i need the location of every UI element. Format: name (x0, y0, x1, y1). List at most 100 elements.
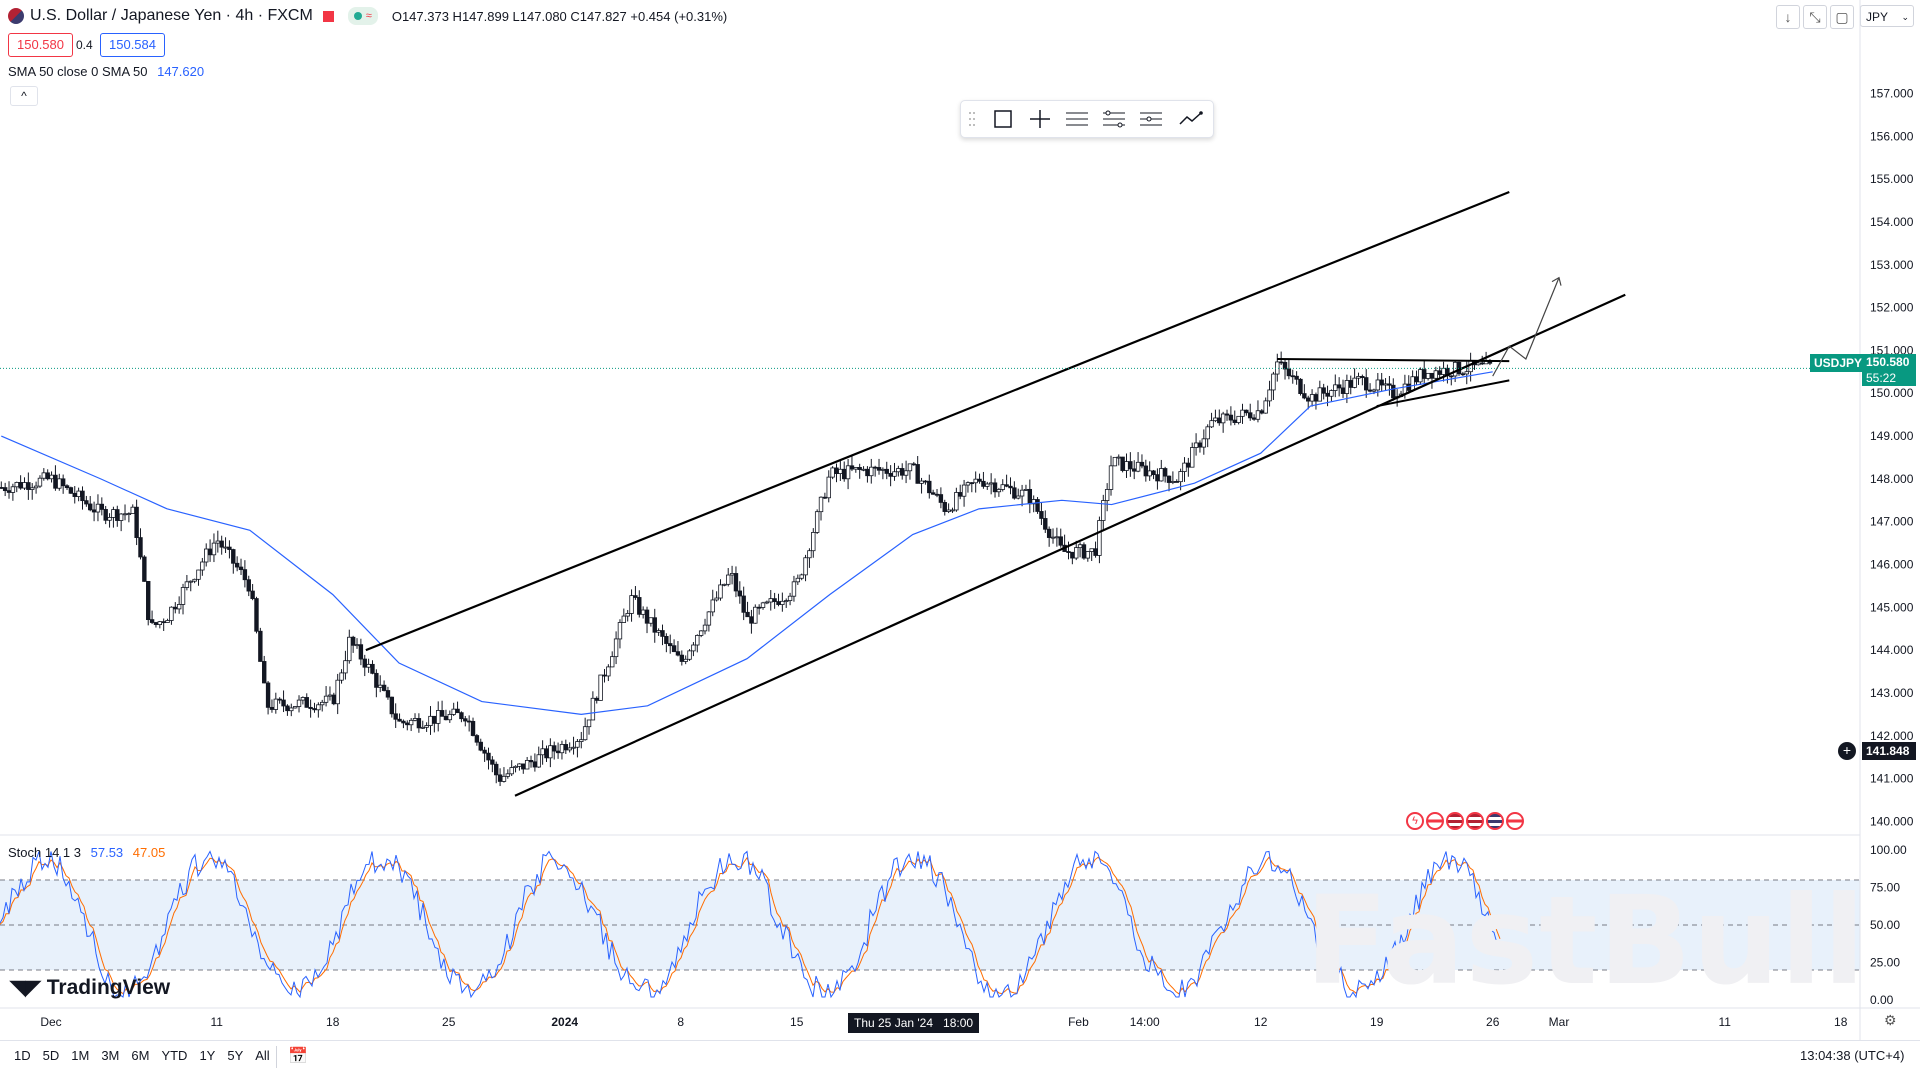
collapse-legend-button[interactable]: ^ (10, 86, 38, 106)
candle-up (1209, 420, 1214, 428)
alert-flag-icon[interactable] (322, 10, 334, 22)
candle-up (1452, 361, 1458, 377)
sma-legend[interactable]: SMA 50 close 0 SMA 50 147.620 (8, 64, 204, 79)
candle-down (1004, 484, 1009, 487)
candle-up (726, 574, 731, 585)
candle-up (814, 511, 820, 533)
candle-down (927, 480, 932, 494)
candle-down (911, 463, 917, 466)
candle-up (950, 509, 955, 512)
price-tick-label: 151.000 (1870, 343, 1914, 357)
date-range-calendar-icon[interactable]: 📅 (288, 1048, 308, 1065)
candle-up (1236, 415, 1241, 423)
candle-up (412, 718, 418, 721)
candle-down (1406, 383, 1411, 391)
currency-value: JPY (1866, 10, 1889, 24)
candle-up (451, 708, 456, 715)
candle-down (227, 546, 232, 550)
candle-down (1251, 417, 1257, 420)
candle-up (880, 468, 886, 471)
snapshot-icon[interactable]: ▢ (1830, 5, 1854, 29)
candle-up (760, 602, 766, 608)
japan-event-icon[interactable] (1426, 812, 1444, 830)
price-chart[interactable]: 140.000 141.000 142.000 143.000 144.000 145.0… (0, 0, 1920, 1040)
range-5y[interactable]: 5Y (227, 1048, 244, 1063)
buy-price-box[interactable]: 150.584 (100, 33, 165, 57)
candle-down (308, 706, 313, 709)
download-icon[interactable]: ↓ (1776, 5, 1800, 29)
candle-up (702, 624, 708, 632)
us-event-icon[interactable] (1446, 812, 1464, 830)
range-1y[interactable]: 1Y (199, 1048, 216, 1063)
candle-down (1035, 499, 1040, 512)
crosshair-tool-icon[interactable] (1028, 109, 1052, 129)
us-event-icon[interactable] (1486, 812, 1504, 830)
candle-up (818, 496, 824, 513)
us-event-icon[interactable] (1466, 812, 1484, 830)
add-alert-plus-icon[interactable]: + (1838, 742, 1856, 760)
candle-up (165, 620, 170, 623)
economic-events[interactable]: ϟ (1406, 812, 1524, 830)
candle-down (459, 712, 464, 720)
japan-event-icon[interactable] (1506, 812, 1524, 830)
candle-up (176, 604, 182, 610)
candle-up (428, 715, 433, 726)
candle-up (780, 600, 785, 605)
candle-up (838, 468, 843, 474)
range-6m[interactable]: 6M (131, 1048, 150, 1063)
range-all[interactable]: All (255, 1048, 270, 1063)
currency-select[interactable]: JPY ⌄ (1860, 5, 1914, 27)
candle-up (1356, 376, 1361, 379)
candle-up (339, 672, 344, 681)
candle-up (695, 635, 700, 646)
candle-down (80, 490, 85, 502)
candle-down (876, 467, 882, 471)
candle-down (1027, 488, 1033, 505)
fib-levels-icon[interactable] (1102, 109, 1126, 129)
candle-down (490, 759, 495, 765)
sell-price-box[interactable]: 150.580 (8, 33, 73, 57)
range-5d[interactable]: 5D (42, 1048, 60, 1063)
price-tick-label: 154.000 (1870, 215, 1914, 229)
candle-up (784, 600, 789, 603)
candle-up (869, 466, 874, 477)
time-tick-label: 11 (1718, 1015, 1731, 1029)
settings-gear-icon[interactable]: ⚙ (1884, 1012, 1897, 1028)
pitchfork-icon[interactable] (1139, 109, 1163, 129)
symbol-title[interactable]: U.S. Dollar / Japanese Yen · 4h · FXCM (30, 7, 313, 24)
range-ytd[interactable]: YTD (161, 1048, 188, 1063)
candle-down (439, 710, 445, 717)
candle-up (1135, 461, 1141, 472)
candle-down (269, 706, 275, 710)
lightning-event-icon[interactable]: ϟ (1406, 812, 1424, 830)
candle-up (1383, 383, 1388, 386)
triangle-bottom-line (1376, 379, 1510, 408)
range-1m[interactable]: 1M (71, 1048, 90, 1063)
range-1d[interactable]: 1D (14, 1048, 31, 1063)
wave-icon: ≈ (365, 10, 372, 22)
market-status-badge[interactable]: ≈ (347, 7, 378, 25)
candle-up (954, 492, 959, 511)
rectangle-tool-icon[interactable] (991, 109, 1015, 129)
candle-up (57, 478, 62, 489)
trend-line-icon[interactable] (1179, 109, 1203, 129)
candle-up (1050, 536, 1056, 539)
stoch-k-value: 57.53 (90, 845, 124, 860)
crosshair-price: 141.848 (1866, 744, 1910, 758)
candle-up (289, 707, 294, 712)
candle-up (718, 584, 723, 599)
stoch-legend[interactable]: Stoch 14 1 3 57.53 47.05 (8, 845, 165, 860)
candle-up (1371, 389, 1377, 392)
fullscreen-icon[interactable]: ⤡ (1803, 5, 1827, 29)
candle-up (1201, 438, 1207, 448)
candle-down (285, 705, 290, 712)
candle-up (571, 746, 576, 749)
clock[interactable]: 13:04:38 (UTC+4) (1800, 1048, 1905, 1063)
candle-up (648, 617, 654, 624)
horizontal-lines-icon[interactable] (1065, 109, 1089, 129)
range-3m[interactable]: 3M (101, 1048, 120, 1063)
candle-down (1449, 375, 1454, 378)
candle-up (300, 697, 306, 701)
drag-handle-icon[interactable] (967, 109, 977, 129)
candle-up (845, 465, 851, 480)
